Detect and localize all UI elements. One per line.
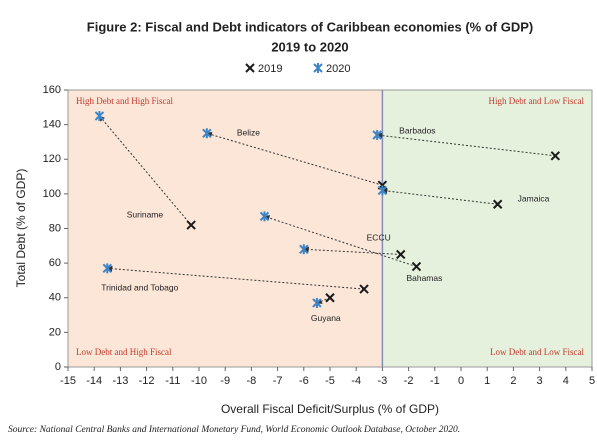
legend-label: 2019 — [258, 63, 282, 75]
point-2020 — [202, 128, 212, 139]
change-arrow — [106, 265, 365, 290]
change-arrow — [376, 132, 556, 157]
point-label: Trinidad and Tobago — [101, 283, 178, 293]
chart-subtitle: 2019 to 2020 — [271, 39, 348, 54]
point-2019 — [186, 220, 196, 230]
x-tick-label: -2 — [404, 375, 414, 387]
point-2019 — [411, 261, 422, 272]
x-tick-label: -1 — [430, 375, 440, 387]
y-tick-label: 40 — [49, 292, 61, 304]
quadrant-left — [68, 90, 383, 367]
point-2020 — [377, 185, 388, 196]
x-tick-label: -12 — [139, 375, 155, 387]
point-2019 — [325, 293, 335, 303]
change-arrow — [381, 188, 498, 205]
x-tick-label: -14 — [86, 375, 102, 387]
point-2019 — [396, 249, 406, 260]
y-tick-label: 20 — [49, 326, 61, 338]
source-note: Source: National Central Banks and Inter… — [8, 425, 460, 435]
legend-symbol — [245, 63, 255, 73]
quadrant-label: Low Debt and Low Fiscal — [490, 347, 584, 357]
y-tick-label: 80 — [49, 222, 61, 234]
point-2020 — [259, 211, 270, 222]
x-tick-label: 1 — [484, 375, 490, 387]
point-2020 — [94, 110, 105, 121]
point-label: Belize — [237, 128, 260, 138]
change-arrow — [263, 215, 417, 268]
quadrant-right — [382, 90, 592, 367]
x-axis-label: Overall Fiscal Deficit/Surplus (% of GDP… — [221, 402, 439, 416]
quadrant-label: High Debt and High Fiscal — [76, 96, 173, 106]
point-2019 — [359, 284, 369, 294]
y-tick-label: 140 — [43, 119, 61, 131]
quadrant-label: Low Debt and High Fiscal — [76, 347, 172, 357]
x-tick-label: -11 — [165, 375, 180, 387]
legend-label: 2020 — [326, 63, 350, 75]
point-label: ECCU — [367, 233, 391, 243]
x-tick-label: -8 — [247, 375, 257, 387]
point-label: Bahamas — [406, 273, 442, 283]
x-tick-label: -4 — [351, 375, 361, 387]
x-tick-label: -7 — [273, 375, 283, 387]
point-2019 — [550, 151, 561, 161]
x-tick-label: 5 — [589, 375, 595, 387]
point-label: Suriname — [127, 209, 164, 219]
point-label: Jamaica — [518, 194, 550, 204]
legend-symbol — [313, 63, 323, 73]
change-arrow — [302, 246, 401, 255]
point-2020 — [312, 297, 322, 308]
change-arrow — [205, 131, 383, 186]
y-tick-label: 100 — [43, 188, 61, 200]
y-tick-label: 160 — [43, 84, 61, 96]
x-tick-label: 3 — [537, 375, 543, 387]
x-tick-label: -9 — [220, 375, 230, 387]
x-tick-label: 4 — [563, 375, 569, 387]
point-2020 — [372, 130, 382, 141]
x-tick-label: -10 — [191, 375, 207, 387]
x-tick-label: 0 — [458, 375, 464, 387]
chart-title: Figure 2: Fiscal and Debt indicators of … — [87, 19, 533, 34]
y-tick-label: 120 — [43, 153, 61, 165]
x-tick-label: -13 — [112, 375, 128, 387]
x-tick-label: 2 — [510, 375, 516, 387]
x-tick-label: -15 — [60, 375, 76, 387]
y-axis-label: Total Debt (% of GDP) — [14, 169, 28, 288]
point-2020 — [102, 263, 113, 274]
point-label: Barbados — [399, 125, 435, 135]
quadrant-label: High Debt and Low Fiscal — [489, 96, 585, 106]
x-tick-label: -3 — [378, 375, 388, 387]
y-tick-label: 60 — [49, 257, 61, 269]
point-2020 — [299, 244, 309, 255]
point-2019 — [492, 199, 503, 209]
x-tick-label: -6 — [299, 375, 309, 387]
x-tick-label: -5 — [325, 375, 335, 387]
point-label: Guyana — [311, 313, 341, 323]
y-tick-label: 0 — [55, 361, 61, 373]
